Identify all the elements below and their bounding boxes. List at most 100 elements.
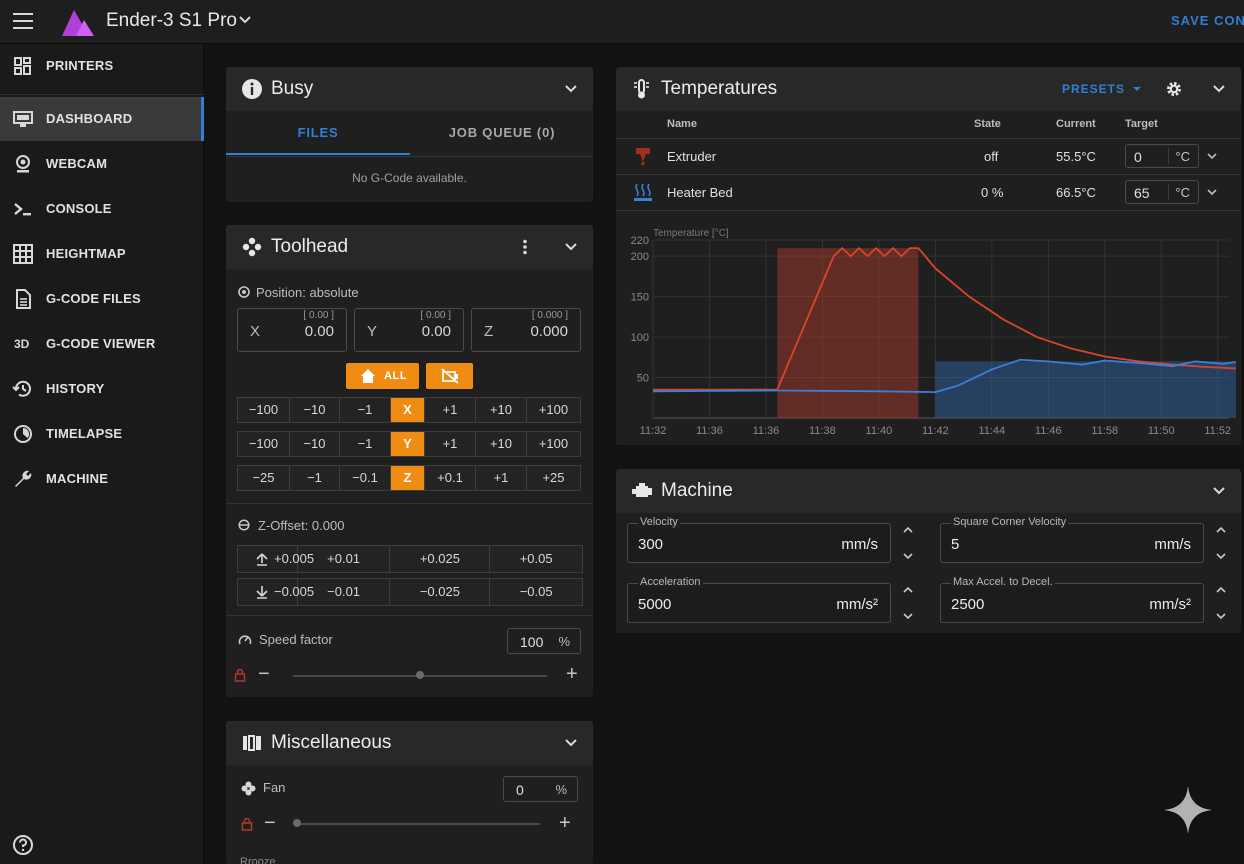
z-offset-down-button[interactable]: −0.025 [389, 578, 491, 606]
fan-slider-track[interactable] [297, 823, 540, 825]
acceleration-stepper-icon[interactable] [901, 583, 915, 623]
x-jog-button[interactable]: +10 [475, 397, 527, 423]
sidebar-item-webcam[interactable]: WEBCAM [0, 142, 204, 186]
sidebar-item-gcode-viewer[interactable]: 3D G-CODE VIEWER [0, 322, 204, 366]
home-all-button[interactable]: ALL [346, 363, 419, 389]
y-jog-button[interactable]: +100 [526, 431, 581, 457]
chevron-down-icon[interactable] [1206, 187, 1218, 197]
z-jog-button[interactable]: −25 [237, 465, 290, 491]
z-position-field[interactable]: [ 0.000 ] Z 0.000 [471, 308, 581, 352]
chart-y-tick-label: 220 [631, 235, 649, 247]
toolhead-divider [226, 503, 593, 504]
sidebar: PRINTERS DASHBOARD WEBCAM CONSOLE [0, 44, 204, 864]
z-home-button[interactable]: Z [390, 465, 425, 491]
max-accel-to-decel-stepper-icon[interactable] [1214, 583, 1228, 623]
extruder-target-input[interactable]: 0 °C [1125, 144, 1199, 168]
fan-increase-button[interactable]: + [559, 812, 571, 834]
y-jog-button[interactable]: −10 [289, 431, 340, 457]
z-offset-up-button[interactable]: +0.025 [389, 545, 491, 573]
temp-row-divider [616, 210, 1241, 211]
app-bar: Ender-3 S1 Pro SAVE CON [0, 0, 1244, 44]
velocity-field[interactable]: Velocity 300 mm/s [627, 516, 891, 563]
lock-icon[interactable] [241, 817, 253, 831]
chevron-down-icon[interactable] [1206, 151, 1218, 161]
sidebar-item-gcode-files[interactable]: G-CODE FILES [0, 277, 204, 321]
sidebar-divider [0, 94, 204, 95]
z-jog-button[interactable]: −0.1 [339, 465, 391, 491]
z-offset-down-button[interactable]: −0.05 [489, 578, 583, 606]
sidebar-item-timelapse[interactable]: TIMELAPSE [0, 412, 204, 456]
velocity-label: Velocity [638, 516, 680, 528]
heater-bed-target-input[interactable]: 65 °C [1125, 180, 1199, 204]
velocity-stepper-icon[interactable] [901, 523, 915, 563]
motors-off-button[interactable] [426, 363, 473, 389]
y-position-field[interactable]: [ 0.00 ] Y 0.00 [354, 308, 464, 352]
y-jog-button[interactable]: −100 [237, 431, 290, 457]
z-offset-down-row: −0.005 −0.01 −0.025 −0.05 [237, 578, 583, 606]
y-jog-button[interactable]: +1 [424, 431, 476, 457]
lock-icon[interactable] [234, 668, 246, 682]
speed-slider-thumb[interactable] [416, 671, 424, 679]
z-offset-down-button[interactable]: −0.005 [237, 578, 314, 606]
square-corner-velocity-stepper-icon[interactable] [1214, 523, 1228, 563]
y-home-button[interactable]: Y [390, 431, 425, 457]
sidebar-item-heightmap[interactable]: HEIGHTMAP [0, 232, 204, 276]
y-jog-button[interactable]: +10 [475, 431, 527, 457]
chevron-down-icon[interactable] [564, 82, 578, 96]
z-jog-button[interactable]: +1 [475, 465, 527, 491]
chevron-down-icon[interactable] [564, 240, 578, 254]
z-jog-button[interactable]: −1 [289, 465, 340, 491]
sidebar-item-printers[interactable]: PRINTERS [0, 44, 204, 88]
z-offset-up-button[interactable]: +0.005 [237, 545, 314, 573]
input-separator [1168, 184, 1169, 200]
speed-decrease-button[interactable]: − [258, 663, 270, 685]
chart-x-tick-label: 11:44 [978, 425, 1005, 437]
more-vert-icon[interactable] [518, 239, 532, 255]
z-jog-button[interactable]: +0.1 [424, 465, 476, 491]
sidebar-item-console[interactable]: CONSOLE [0, 187, 204, 231]
fan-speed-input[interactable]: 0 % [503, 776, 578, 802]
acceleration-value: 5000 [638, 596, 672, 613]
sidebar-item-dashboard[interactable]: DASHBOARD [0, 97, 204, 141]
help-icon[interactable] [12, 834, 34, 856]
save-config-button[interactable]: SAVE CON [1171, 13, 1244, 28]
extruder-name[interactable]: Extruder [667, 149, 717, 164]
x-position-field[interactable]: [ 0.00 ] X 0.00 [237, 308, 347, 352]
fan-slider-thumb[interactable] [293, 819, 301, 827]
y-jog-button[interactable]: −1 [339, 431, 391, 457]
presets-button[interactable]: PRESETS [1062, 82, 1126, 96]
x-jog-button[interactable]: +1 [424, 397, 476, 423]
tab-job-queue[interactable]: JOB QUEUE (0) [448, 125, 556, 140]
heater-bed-name[interactable]: Heater Bed [667, 185, 733, 200]
temp-table-divider [616, 138, 1241, 139]
z-axis-label: Z [484, 323, 494, 340]
x-jog-button[interactable]: −100 [237, 397, 290, 423]
chevron-down-icon[interactable] [1212, 484, 1226, 498]
misc-next-label: Rrooze [240, 856, 276, 864]
temperature-chart[interactable]: 50 100 150 200 220 11:32 11:36 11:36 11:38 11:40 1… [620, 222, 1236, 442]
x-jog-button[interactable]: +100 [526, 397, 581, 423]
acceleration-field[interactable]: Acceleration 5000 mm/s² [627, 576, 891, 623]
fan-decrease-button[interactable]: − [264, 812, 276, 834]
speed-factor-input[interactable]: 100 % [507, 628, 581, 654]
menu-icon[interactable] [13, 13, 33, 29]
tab-files[interactable]: FILES [226, 111, 410, 155]
sidebar-item-history[interactable]: HISTORY [0, 367, 204, 411]
square-corner-velocity-field[interactable]: Square Corner Velocity 5 mm/s [940, 516, 1204, 563]
printer-name[interactable]: Ender-3 S1 Pro [106, 10, 237, 31]
sidebar-item-machine[interactable]: MACHINE [0, 457, 204, 501]
z-position-hint: [ 0.000 ] [531, 310, 568, 321]
gear-icon[interactable] [1166, 81, 1182, 97]
x-jog-button[interactable]: −10 [289, 397, 340, 423]
caret-down-icon[interactable] [1131, 84, 1143, 94]
chevron-down-icon[interactable] [564, 736, 578, 750]
max-accel-to-decel-field[interactable]: Max Accel. to Decel. 2500 mm/s² [940, 576, 1204, 623]
x-home-button[interactable]: X [390, 397, 425, 423]
chevron-down-icon[interactable] [238, 13, 252, 27]
z-offset-down-button[interactable]: −0.01 [296, 578, 391, 606]
z-jog-button[interactable]: +25 [526, 465, 581, 491]
chevron-down-icon[interactable] [1212, 82, 1226, 96]
x-jog-button[interactable]: −1 [339, 397, 391, 423]
z-offset-up-button[interactable]: +0.05 [489, 545, 583, 573]
speed-increase-button[interactable]: + [566, 663, 578, 685]
